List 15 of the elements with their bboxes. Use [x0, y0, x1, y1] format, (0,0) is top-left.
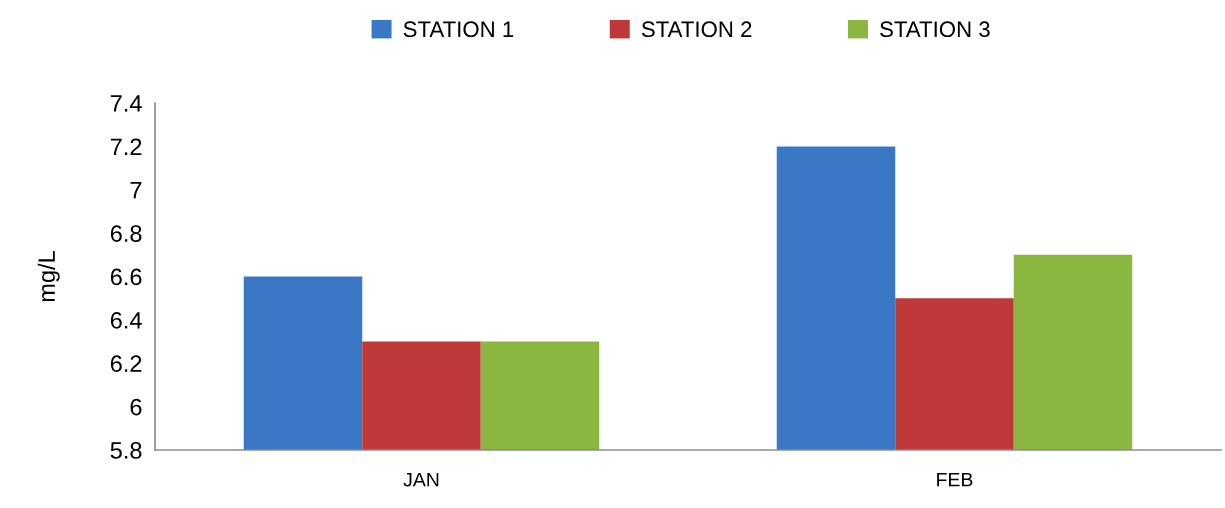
y-tick-label: 6 — [130, 398, 142, 416]
y-tick-label: 6.6 — [110, 268, 142, 286]
y-tick-label: 7.2 — [110, 138, 142, 155]
y-tick-label: 6.2 — [110, 355, 142, 373]
y-axis-title: mg/L — [37, 251, 60, 302]
legend-label: STATION 1 — [403, 21, 514, 38]
x-tick-label: JAN — [403, 472, 439, 487]
legend-label: STATION 2 — [641, 21, 752, 38]
y-tick-label: 5.8 — [110, 442, 142, 459]
y-tick-label: 6.8 — [110, 225, 142, 242]
y-tick-label: 7 — [130, 182, 142, 199]
x-tick-label: FEB — [937, 472, 973, 487]
legend-label: STATION 3 — [880, 21, 990, 38]
y-tick-label: 6.4 — [110, 311, 142, 329]
y-tick-label: 7.4 — [110, 95, 142, 112]
